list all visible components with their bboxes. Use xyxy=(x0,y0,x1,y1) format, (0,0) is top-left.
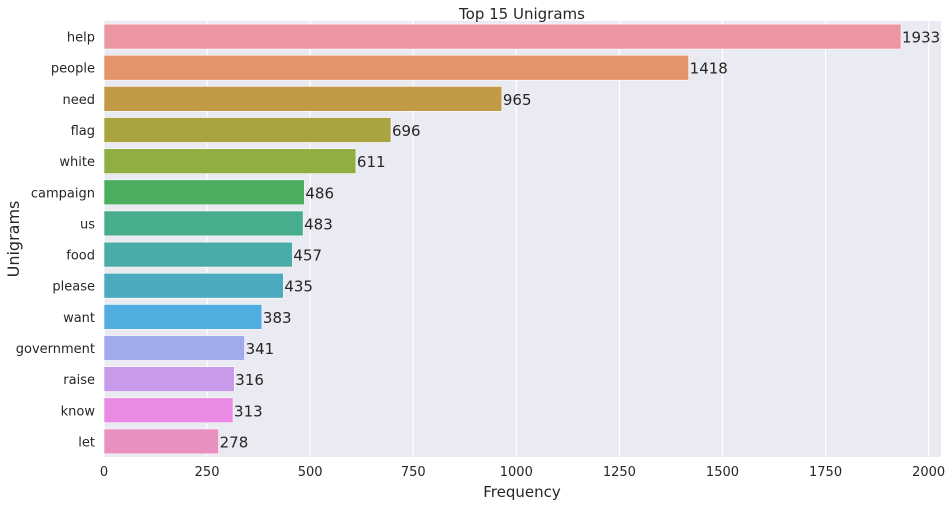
y-tick-label: let xyxy=(78,435,95,450)
bar-us xyxy=(103,210,304,237)
y-tick-label: us xyxy=(80,217,95,232)
bar-please xyxy=(103,272,284,299)
data-label: 383 xyxy=(263,309,292,327)
x-tick-label: 1250 xyxy=(603,465,636,480)
y-tick-label: want xyxy=(63,311,95,326)
data-label: 1933 xyxy=(902,29,940,47)
bar-campaign xyxy=(103,179,305,206)
data-label: 435 xyxy=(284,278,313,296)
data-label: 1418 xyxy=(690,60,728,78)
data-label: 278 xyxy=(220,433,249,451)
data-label: 486 xyxy=(305,184,334,202)
bar-help xyxy=(103,23,902,50)
y-tick-label: raise xyxy=(63,373,95,388)
x-tick-label: 2000 xyxy=(912,465,945,480)
x-tick-labels: 0 250 500 750 1000 1250 1500 1750 2000 xyxy=(100,465,945,480)
data-label: 965 xyxy=(503,91,532,109)
chart-title: Top 15 Unigrams xyxy=(458,5,585,23)
x-tick-label: 0 xyxy=(100,465,108,480)
y-tick-label: know xyxy=(61,404,96,419)
data-label: 341 xyxy=(246,340,275,358)
y-tick-label: need xyxy=(63,93,96,108)
x-axis-label: Frequency xyxy=(483,483,561,501)
bar-white xyxy=(103,148,357,174)
x-tick-label: 500 xyxy=(298,465,323,480)
x-tick-label: 1500 xyxy=(706,465,739,480)
y-axis-label: Unigrams xyxy=(4,201,23,278)
bar-people xyxy=(103,54,689,81)
y-tick-label: please xyxy=(52,280,95,295)
x-tick-label: 1000 xyxy=(500,465,533,480)
bar-raise xyxy=(103,366,235,392)
y-tick-label: food xyxy=(66,249,95,264)
x-tick-label: 250 xyxy=(195,465,220,480)
data-labels: 1933 1418 965 696 611 486 483 457 435 383 341 316 31… xyxy=(220,29,941,452)
bar-government xyxy=(103,335,245,361)
y-tick-label: campaign xyxy=(31,186,95,201)
y-tick-labels: help people need flag white campaign us food ple… xyxy=(16,31,96,451)
y-tick-label: people xyxy=(51,62,95,77)
bar-food xyxy=(103,241,293,268)
bars xyxy=(103,23,902,455)
data-label: 696 xyxy=(392,122,421,140)
bar-know xyxy=(103,397,234,424)
data-label: 316 xyxy=(235,371,264,389)
bar-need xyxy=(103,86,503,112)
data-label: 313 xyxy=(234,402,263,420)
bar-let xyxy=(103,428,219,455)
bar-flag xyxy=(103,117,392,143)
y-tick-label: government xyxy=(16,342,95,357)
x-tick-label: 750 xyxy=(401,465,426,480)
data-label: 611 xyxy=(357,153,386,171)
y-tick-label: white xyxy=(59,155,95,170)
data-label: 483 xyxy=(304,215,333,233)
y-tick-label: flag xyxy=(71,124,95,139)
y-tick-label: help xyxy=(67,31,95,46)
x-tick-label: 1750 xyxy=(809,465,842,480)
bar-want xyxy=(103,304,263,330)
data-label: 457 xyxy=(293,247,322,265)
